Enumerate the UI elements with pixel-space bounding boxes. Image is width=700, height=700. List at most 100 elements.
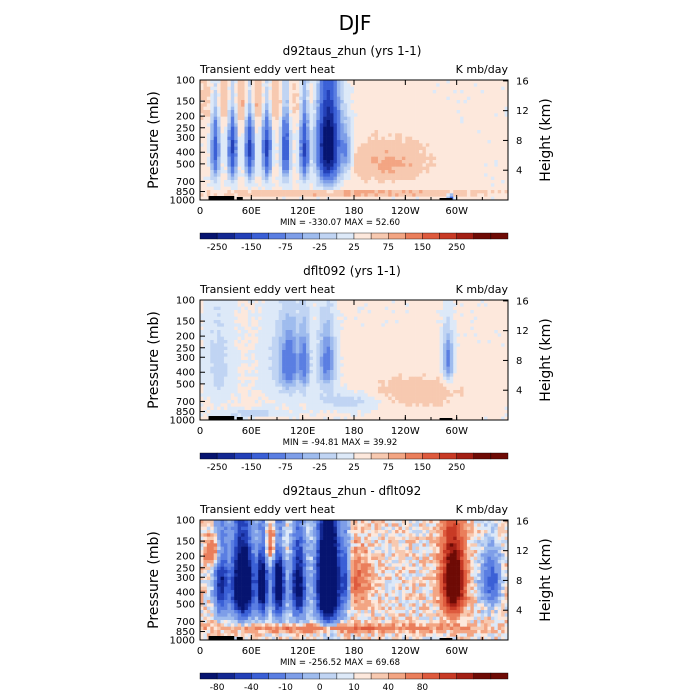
field-cell	[336, 320, 341, 324]
field-cell	[453, 320, 457, 324]
field-cell	[381, 300, 386, 304]
field-cell	[278, 140, 283, 144]
field-cell	[271, 163, 276, 167]
field-cell	[213, 146, 218, 151]
field-cell	[254, 196, 259, 201]
field-cell	[463, 180, 468, 184]
field-cell	[265, 336, 269, 341]
field-cell	[254, 340, 259, 344]
field-cell	[282, 100, 286, 104]
field-cell	[234, 150, 238, 154]
field-cell	[436, 120, 440, 124]
field-cell	[268, 306, 273, 311]
field-cell	[323, 316, 327, 321]
field-cell	[295, 183, 300, 187]
field-cell	[449, 93, 454, 97]
field-cell	[282, 140, 286, 144]
field-cell	[480, 160, 485, 164]
field-cell	[295, 150, 300, 154]
field-cell	[494, 176, 499, 181]
field-cell	[309, 300, 314, 304]
field-cell	[200, 143, 204, 147]
field-cell	[299, 103, 303, 107]
field-cell	[234, 153, 238, 157]
field-cell	[220, 156, 225, 161]
field-cell	[480, 176, 485, 181]
field-cell	[217, 163, 221, 167]
field-cell	[234, 353, 238, 357]
field-cell	[494, 93, 499, 97]
field-cell	[330, 350, 334, 354]
field-cell	[388, 120, 392, 124]
field-cell	[292, 96, 297, 101]
field-cell	[251, 360, 256, 364]
field-cell	[217, 106, 221, 111]
field-cell	[360, 90, 365, 94]
field-cell	[442, 166, 447, 171]
field-cell	[487, 170, 492, 174]
field-cell	[316, 103, 321, 107]
field-cell	[408, 190, 413, 194]
field-cell	[371, 146, 375, 151]
field-cell	[480, 183, 485, 187]
field-cell	[473, 173, 478, 177]
field-cell	[497, 106, 502, 111]
field-cell	[217, 340, 221, 344]
field-cell	[247, 156, 252, 161]
field-cell	[223, 360, 228, 364]
field-cell	[480, 193, 485, 197]
field-cell	[463, 313, 468, 317]
field-cell	[244, 130, 249, 134]
field-cell	[412, 113, 416, 117]
field-cell	[405, 173, 410, 177]
field-cell	[422, 346, 427, 351]
field-cell	[456, 316, 461, 321]
field-cell	[377, 166, 382, 171]
field-cell	[398, 110, 403, 114]
field-cell	[234, 300, 238, 304]
field-cell	[432, 146, 437, 151]
field-cell	[309, 143, 314, 147]
field-cell	[391, 183, 396, 187]
field-cell	[398, 116, 403, 121]
field-cell	[319, 340, 324, 344]
field-cell	[343, 160, 348, 164]
field-cell	[234, 186, 238, 191]
field-cell	[494, 323, 499, 327]
field-cell	[473, 106, 478, 111]
field-cell	[319, 83, 324, 87]
field-cell	[347, 140, 351, 144]
field-cell	[295, 326, 300, 331]
field-cell	[456, 176, 461, 181]
field-cell	[292, 300, 297, 304]
field-cell	[436, 356, 440, 361]
field-cell	[364, 116, 368, 121]
field-cell	[490, 156, 495, 161]
field-cell	[470, 166, 475, 171]
field-cell	[497, 356, 502, 361]
field-cell	[316, 343, 321, 347]
field-cell	[484, 90, 488, 94]
field-cell	[466, 350, 471, 354]
field-cell	[388, 196, 392, 201]
field-cell	[463, 343, 468, 347]
field-cell	[261, 183, 266, 187]
field-cell	[326, 173, 331, 177]
field-cell	[350, 173, 355, 177]
field-cell	[299, 333, 303, 337]
field-cell	[271, 80, 276, 84]
field-cell	[377, 323, 382, 327]
field-cell	[425, 313, 430, 317]
field-cell	[381, 163, 386, 167]
field-cell	[271, 360, 276, 364]
y-tick-label: 850	[176, 187, 195, 198]
field-cell	[282, 110, 286, 114]
field-cell	[501, 190, 505, 194]
field-cell	[302, 130, 307, 134]
field-cell	[364, 103, 368, 107]
field-cell	[432, 343, 437, 347]
field-cell	[251, 356, 256, 361]
field-cell	[340, 350, 345, 354]
field-cell	[271, 193, 276, 197]
field-cell	[223, 103, 228, 107]
